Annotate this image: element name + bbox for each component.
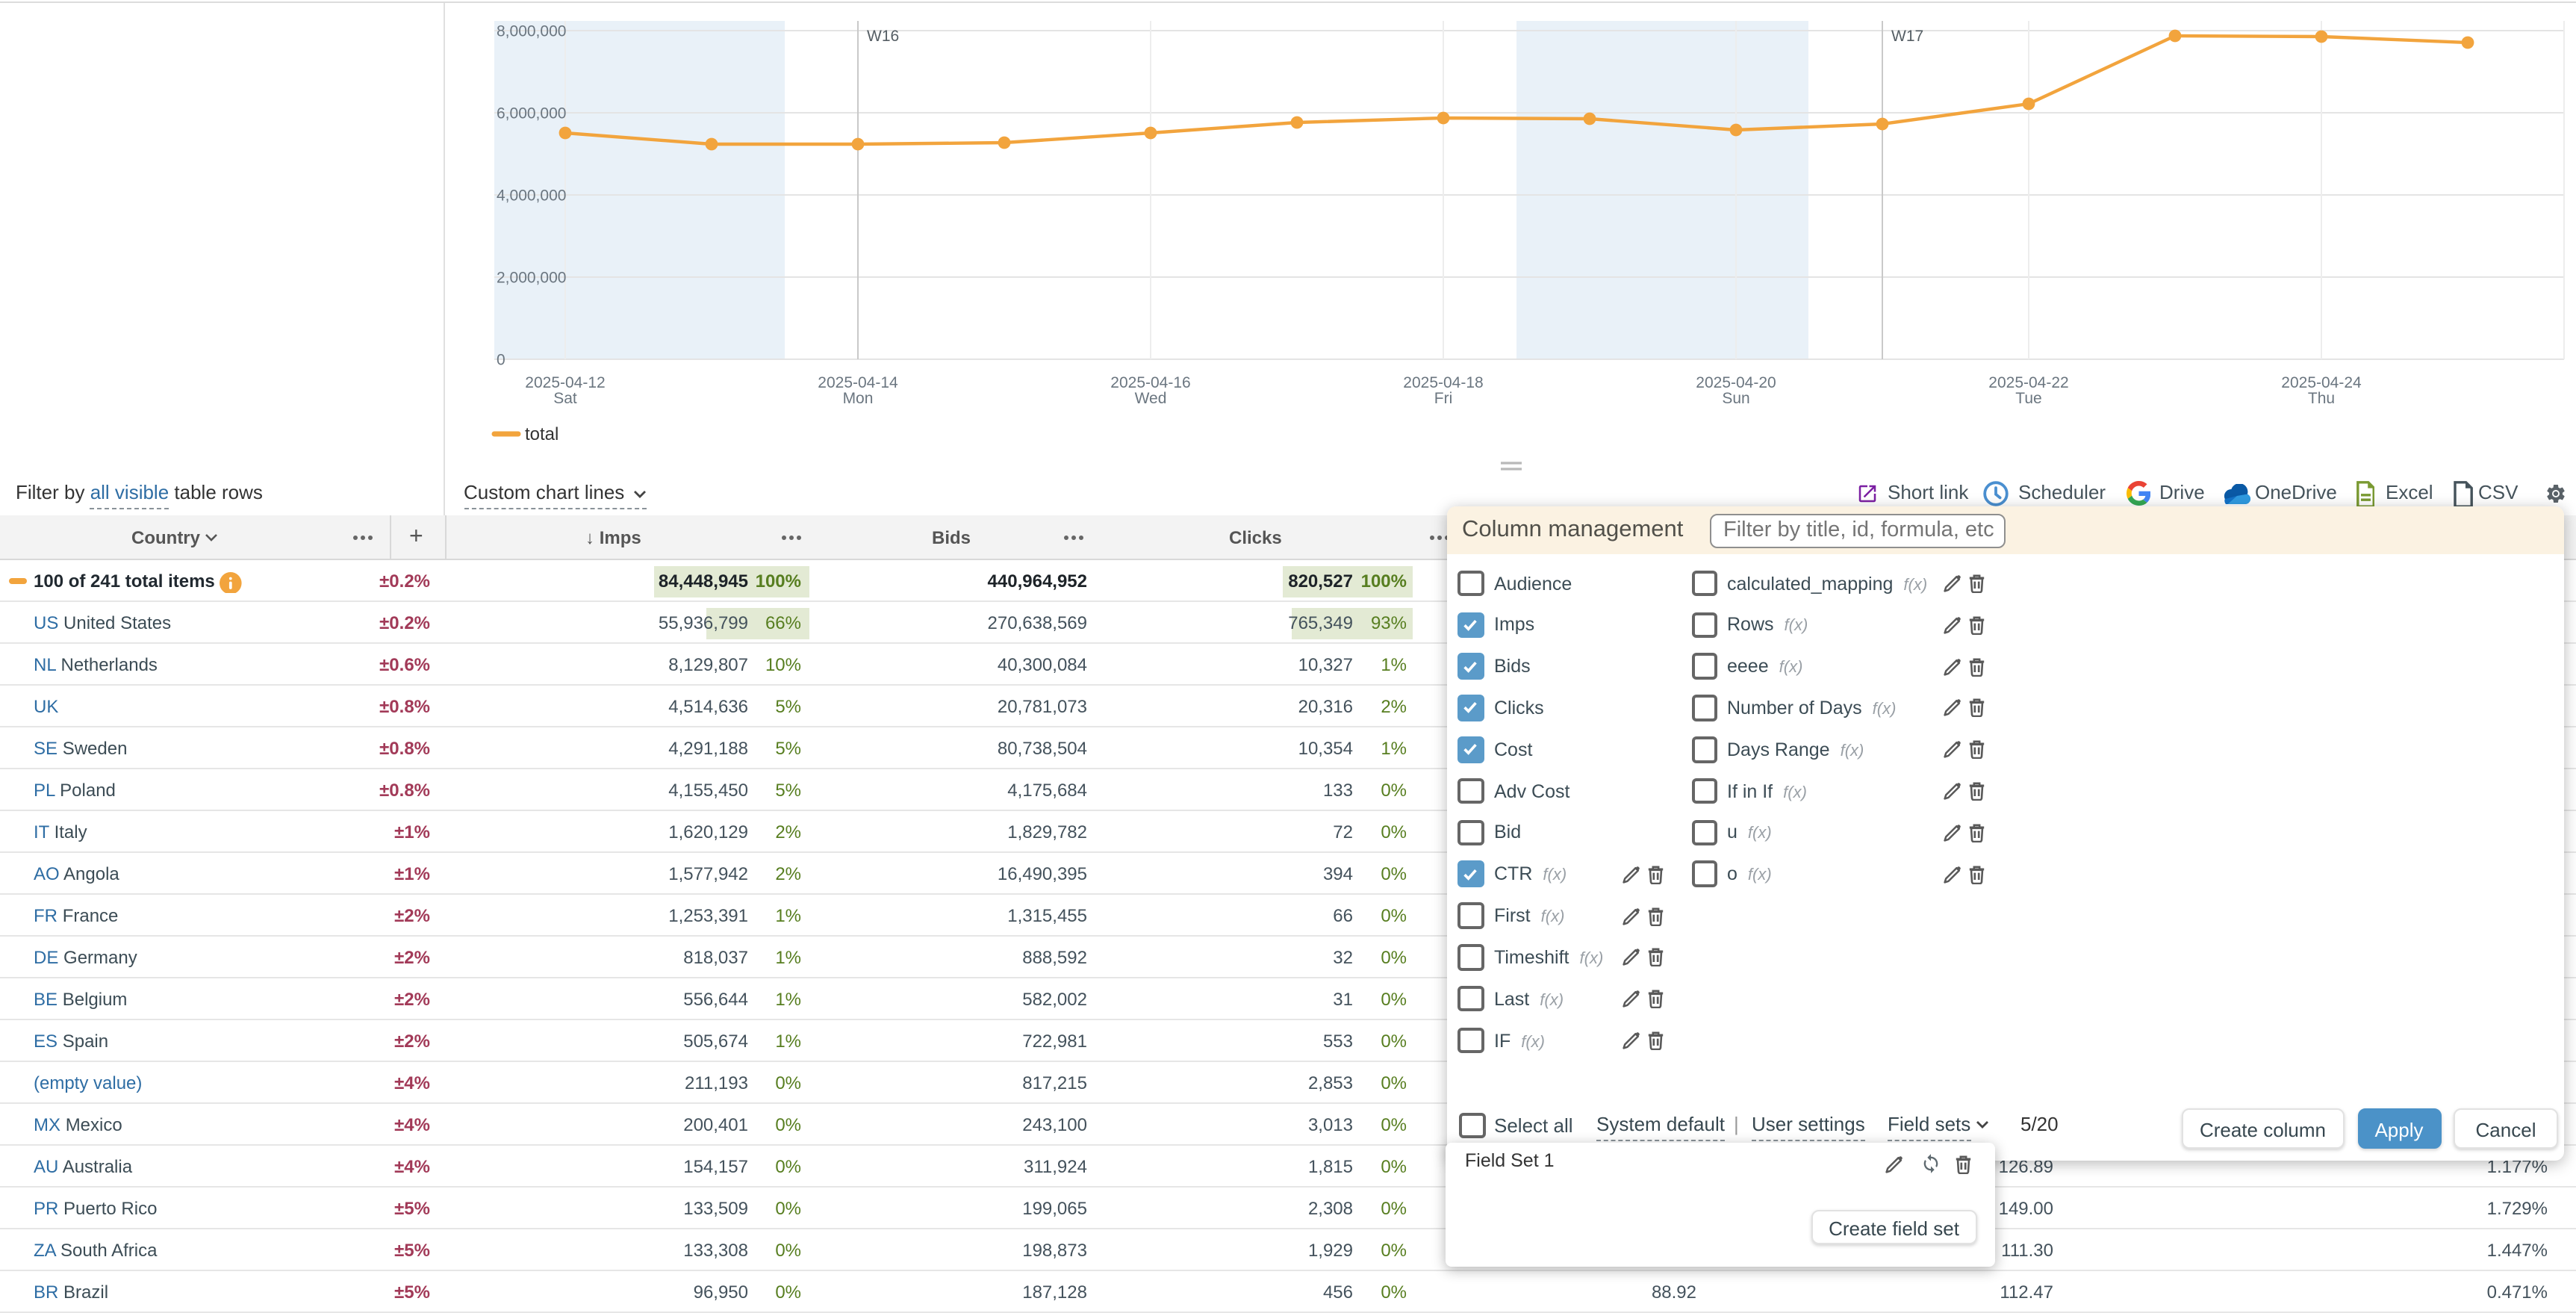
- svg-text:2,000,000: 2,000,000: [497, 269, 566, 286]
- svg-text:Mon: Mon: [843, 390, 874, 407]
- svg-text:W16: W16: [867, 28, 899, 45]
- svg-text:0: 0: [497, 351, 505, 368]
- svg-text:8,000,000: 8,000,000: [497, 22, 566, 40]
- svg-text:total: total: [525, 424, 559, 444]
- svg-text:2025-04-16: 2025-04-16: [1110, 374, 1190, 391]
- svg-text:Tue: Tue: [2015, 390, 2041, 407]
- svg-text:2025-04-20: 2025-04-20: [1696, 374, 1776, 391]
- svg-text:W17: W17: [1891, 28, 1923, 45]
- svg-text:6,000,000: 6,000,000: [497, 105, 566, 122]
- svg-text:2025-04-24: 2025-04-24: [2281, 374, 2362, 391]
- svg-text:Thu: Thu: [2308, 390, 2335, 407]
- svg-text:Sun: Sun: [1722, 390, 1749, 407]
- svg-text:2025-04-22: 2025-04-22: [1988, 374, 2068, 391]
- svg-text:4,000,000: 4,000,000: [497, 187, 566, 204]
- svg-text:Wed: Wed: [1135, 390, 1167, 407]
- svg-text:Fri: Fri: [1434, 390, 1453, 407]
- svg-text:Sat: Sat: [553, 390, 577, 407]
- svg-text:2025-04-12: 2025-04-12: [525, 374, 605, 391]
- svg-text:2025-04-18: 2025-04-18: [1403, 374, 1483, 391]
- svg-text:2025-04-14: 2025-04-14: [818, 374, 898, 391]
